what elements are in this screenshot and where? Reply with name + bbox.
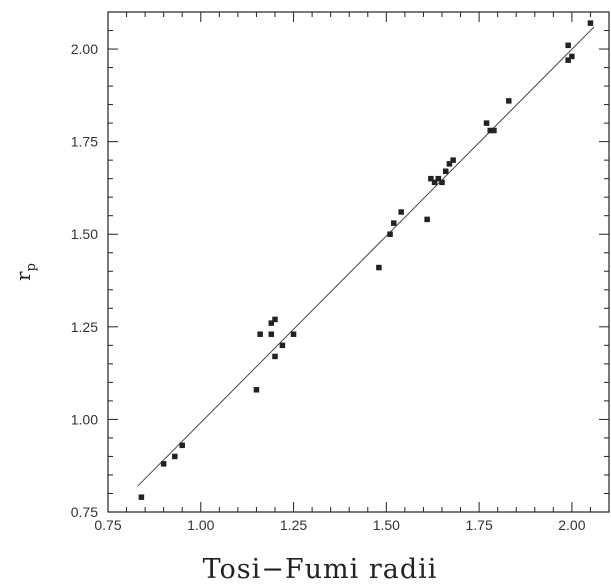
data-point xyxy=(483,120,490,126)
x-tick-label: 1.00 xyxy=(187,517,214,533)
data-point xyxy=(391,220,397,226)
data-point xyxy=(138,494,145,500)
y-tick-labels: 0.75 1.00 1.25 1.50 1.75 2.00 xyxy=(71,41,98,520)
y-tick-label: 0.75 xyxy=(71,504,98,520)
x-tick-label: 1.50 xyxy=(373,517,400,533)
data-point xyxy=(253,387,260,393)
data-point xyxy=(491,127,497,134)
data-point xyxy=(446,161,453,167)
y-axis-label-subscript: p xyxy=(24,263,39,271)
data-points xyxy=(138,20,594,500)
plot-frame xyxy=(107,11,610,513)
data-point xyxy=(424,216,430,223)
data-point xyxy=(172,453,178,460)
data-point xyxy=(428,175,434,182)
data-point xyxy=(160,461,167,467)
x-axis-label: Tosi−Fumi radii xyxy=(203,554,438,585)
x-tick-labels: 0.75 1.00 1.25 1.50 1.75 2.00 xyxy=(94,517,585,533)
y-axis-label-text: rp xyxy=(11,263,39,281)
data-point xyxy=(179,442,185,449)
data-point xyxy=(398,209,404,215)
data-point xyxy=(431,179,438,186)
x-tick-label: 1.75 xyxy=(465,517,492,533)
data-point xyxy=(565,42,571,49)
data-point xyxy=(506,98,512,104)
y-axis-label-main: r xyxy=(11,271,35,281)
data-point xyxy=(268,331,275,337)
data-point xyxy=(290,331,297,337)
data-point xyxy=(587,20,594,26)
data-point xyxy=(376,264,382,271)
x-tick-label: 0.75 xyxy=(94,517,121,533)
data-point xyxy=(487,127,493,134)
data-point xyxy=(257,331,263,337)
fit-line xyxy=(137,26,595,487)
y-tick-label: 1.00 xyxy=(71,411,98,427)
data-point xyxy=(435,175,442,182)
y-tick-label: 1.25 xyxy=(71,319,98,335)
data-point xyxy=(439,179,445,186)
y-tick-label: 2.00 xyxy=(71,41,98,57)
data-point xyxy=(279,342,286,349)
y-tick-label: 1.75 xyxy=(71,134,98,150)
plot-axes xyxy=(107,11,610,513)
data-point xyxy=(450,157,456,163)
data-point xyxy=(565,57,571,63)
data-point xyxy=(268,320,275,326)
data-point xyxy=(442,168,449,175)
data-point xyxy=(387,231,393,237)
x-tick-label: 1.25 xyxy=(280,517,307,533)
x-tick-label: 2.00 xyxy=(558,517,585,533)
data-point xyxy=(272,316,278,323)
y-axis-label: rp xyxy=(11,263,39,281)
y-tick-label: 1.50 xyxy=(71,226,98,242)
data-point xyxy=(569,53,575,60)
data-point xyxy=(272,353,278,360)
